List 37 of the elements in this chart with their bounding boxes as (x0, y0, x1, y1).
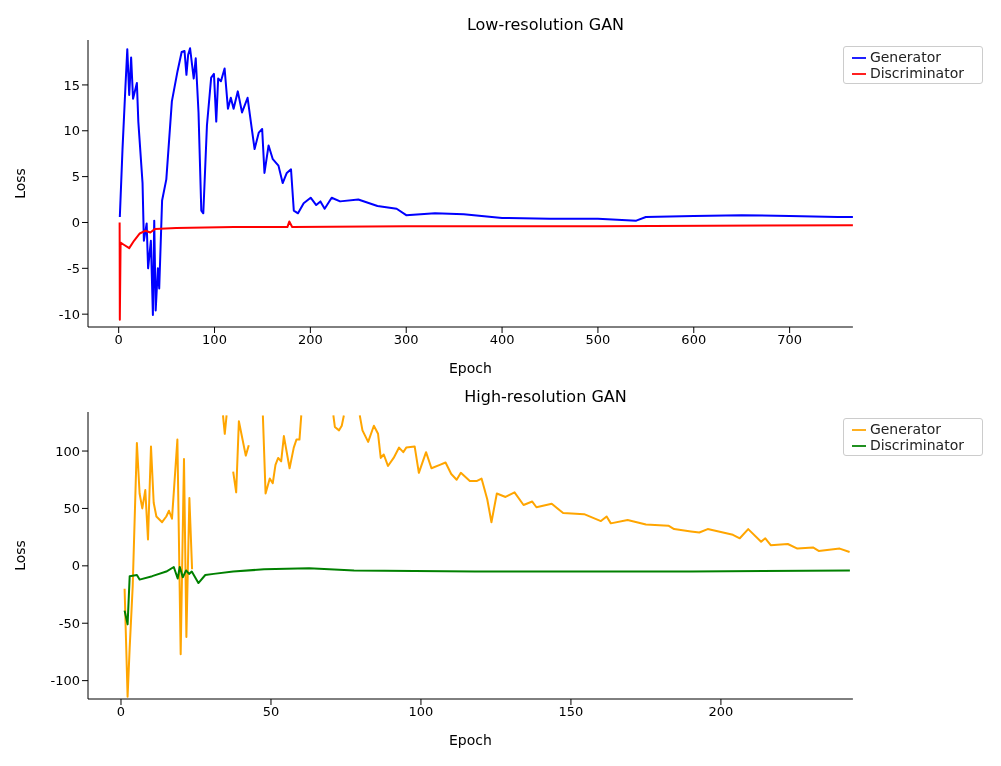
x-axis-title: Epoch (449, 360, 492, 376)
legend-label: Generator (869, 421, 941, 437)
x-tick-label: 50 (262, 704, 280, 720)
legend-label: Discriminator (869, 437, 964, 453)
x-tick-label: 700 (777, 332, 803, 348)
y-tick-label: 15 (63, 77, 80, 93)
line-series (118, 220, 853, 321)
line-series (123, 565, 851, 626)
legend-label: Discriminator (869, 65, 964, 81)
x-axis-title: Epoch (449, 732, 492, 748)
legend-label: Generator (869, 49, 941, 65)
y-axis-title: Loss (11, 540, 28, 571)
chart-title: High-resolution GAN (464, 387, 627, 406)
x-tick-label: 200 (297, 332, 323, 348)
x-tick-label: 600 (681, 332, 707, 348)
y-axis-title: Loss (11, 168, 28, 199)
x-tick-label: 200 (708, 704, 734, 720)
x-tick-label: 300 (393, 332, 419, 348)
y-tick-label: -10 (58, 306, 80, 322)
y-tick-label: 100 (55, 443, 80, 459)
y-tick-label: 0 (71, 215, 80, 231)
y-tick-label: 50 (63, 501, 80, 517)
y-tick-label: 5 (71, 169, 80, 185)
y-tick-label: -50 (58, 615, 80, 631)
x-tick-label: 0 (114, 332, 123, 348)
x-tick-label: 500 (585, 332, 611, 348)
y-tick-label: 0 (71, 558, 80, 574)
y-tick-label: -100 (50, 673, 80, 689)
y-tick-label: -5 (67, 260, 80, 276)
x-tick-label: 150 (558, 704, 584, 720)
line-series (118, 47, 853, 317)
chart-title: Low-resolution GAN (466, 15, 625, 34)
x-tick-label: 100 (202, 332, 227, 348)
x-tick-label: 400 (489, 332, 515, 348)
y-tick-label: 10 (63, 123, 80, 139)
x-tick-label: 100 (408, 704, 434, 720)
x-tick-label: 0 (116, 704, 126, 720)
